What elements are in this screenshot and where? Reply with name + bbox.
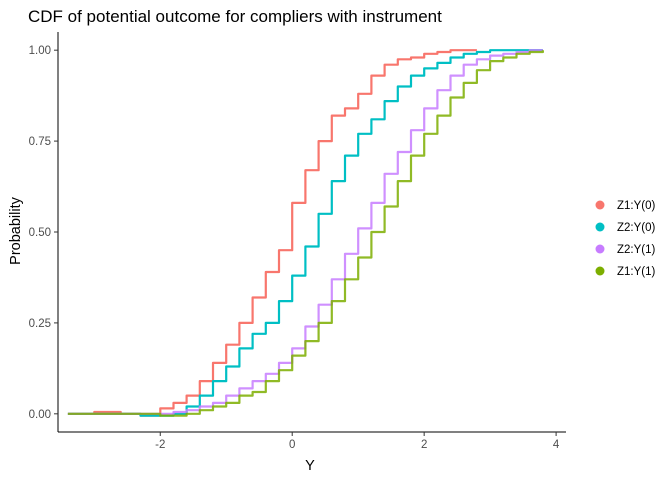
x-axis-title: Y <box>305 458 315 474</box>
x-axis: -2 0 2 4 <box>58 431 566 451</box>
x-tick-label: -2 <box>155 439 165 451</box>
legend-label-4: Z1:Y(1) <box>617 266 656 278</box>
legend: Z1:Y(0) Z2:Y(0) Z2:Y(1) Z1:Y(1) <box>595 200 656 278</box>
chart-title: CDF of potential outcome for compliers w… <box>28 7 442 26</box>
x-tick-label: 2 <box>421 439 427 451</box>
legend-key-3 <box>595 244 605 254</box>
y-tick-label: 1.00 <box>29 45 51 57</box>
legend-key-1 <box>595 200 605 210</box>
y-tick-label: 0.75 <box>29 136 51 148</box>
y-tick-label: 0.25 <box>29 318 51 330</box>
series-line-4 <box>67 50 544 417</box>
x-tick-label: 4 <box>553 439 560 451</box>
x-tick-label: 0 <box>289 439 295 451</box>
y-axis-title: Probability <box>8 196 24 264</box>
plot-area <box>67 49 544 417</box>
y-tick-label: 0.00 <box>29 409 51 421</box>
legend-label-2: Z2:Y(0) <box>617 222 656 234</box>
legend-label-3: Z2:Y(1) <box>617 244 656 256</box>
y-tick-label: 0.50 <box>29 227 51 239</box>
legend-key-2 <box>595 222 605 232</box>
series-line-1 <box>67 49 477 417</box>
series-line-3 <box>67 49 543 415</box>
legend-label-1: Z1:Y(0) <box>617 200 656 212</box>
series-line-2 <box>67 49 543 417</box>
y-axis: 0.00 0.25 0.50 0.75 1.00 <box>29 32 59 432</box>
legend-key-4 <box>595 266 605 276</box>
